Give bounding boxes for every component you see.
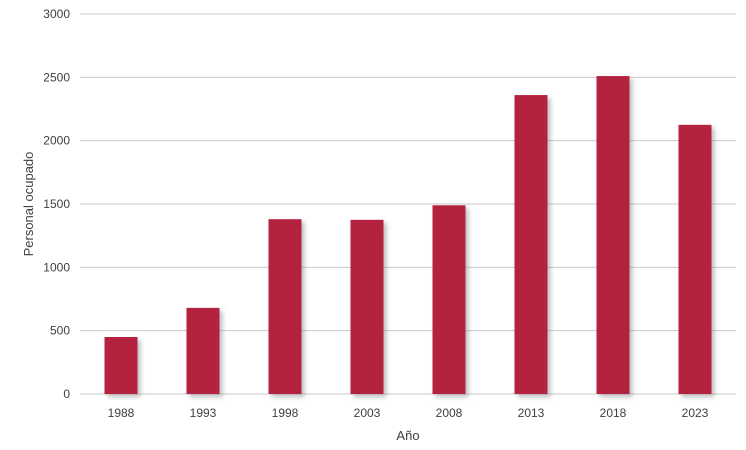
bar-2018 <box>596 76 630 395</box>
y-tick-label: 2000 <box>43 134 70 148</box>
bars <box>104 76 712 395</box>
x-tick-label: 1998 <box>272 406 299 420</box>
x-axis-ticks: 1988 1993 1998 2003 2008 2013 2018 2023 <box>108 406 709 420</box>
bar-2023 <box>678 124 712 394</box>
x-tick-label: 2023 <box>682 406 709 420</box>
x-tick-label: 1993 <box>190 406 217 420</box>
y-axis-title: Personal ocupado <box>21 152 36 257</box>
x-tick-label: 2013 <box>518 406 545 420</box>
bar-1993 <box>186 307 220 394</box>
bar-1998 <box>268 219 302 394</box>
bar-1988 <box>104 337 138 394</box>
x-tick-label: 2003 <box>354 406 381 420</box>
gridlines <box>80 13 736 395</box>
y-tick-label: 500 <box>50 324 70 338</box>
bar-2013 <box>514 95 548 395</box>
x-tick-label: 2018 <box>600 406 627 420</box>
y-tick-label: 3000 <box>43 7 70 21</box>
y-tick-label: 0 <box>63 387 70 401</box>
bar-2008 <box>432 205 466 394</box>
x-axis-title: Año <box>396 428 419 443</box>
x-tick-label: 1988 <box>108 406 135 420</box>
x-tick-label: 2008 <box>436 406 463 420</box>
y-tick-label: 1000 <box>43 260 70 274</box>
y-axis-ticks: 0 500 1000 1500 2000 2500 3000 <box>43 7 70 401</box>
y-tick-label: 1500 <box>43 197 70 211</box>
y-tick-label: 2500 <box>43 70 70 84</box>
bar-2003 <box>350 219 384 394</box>
